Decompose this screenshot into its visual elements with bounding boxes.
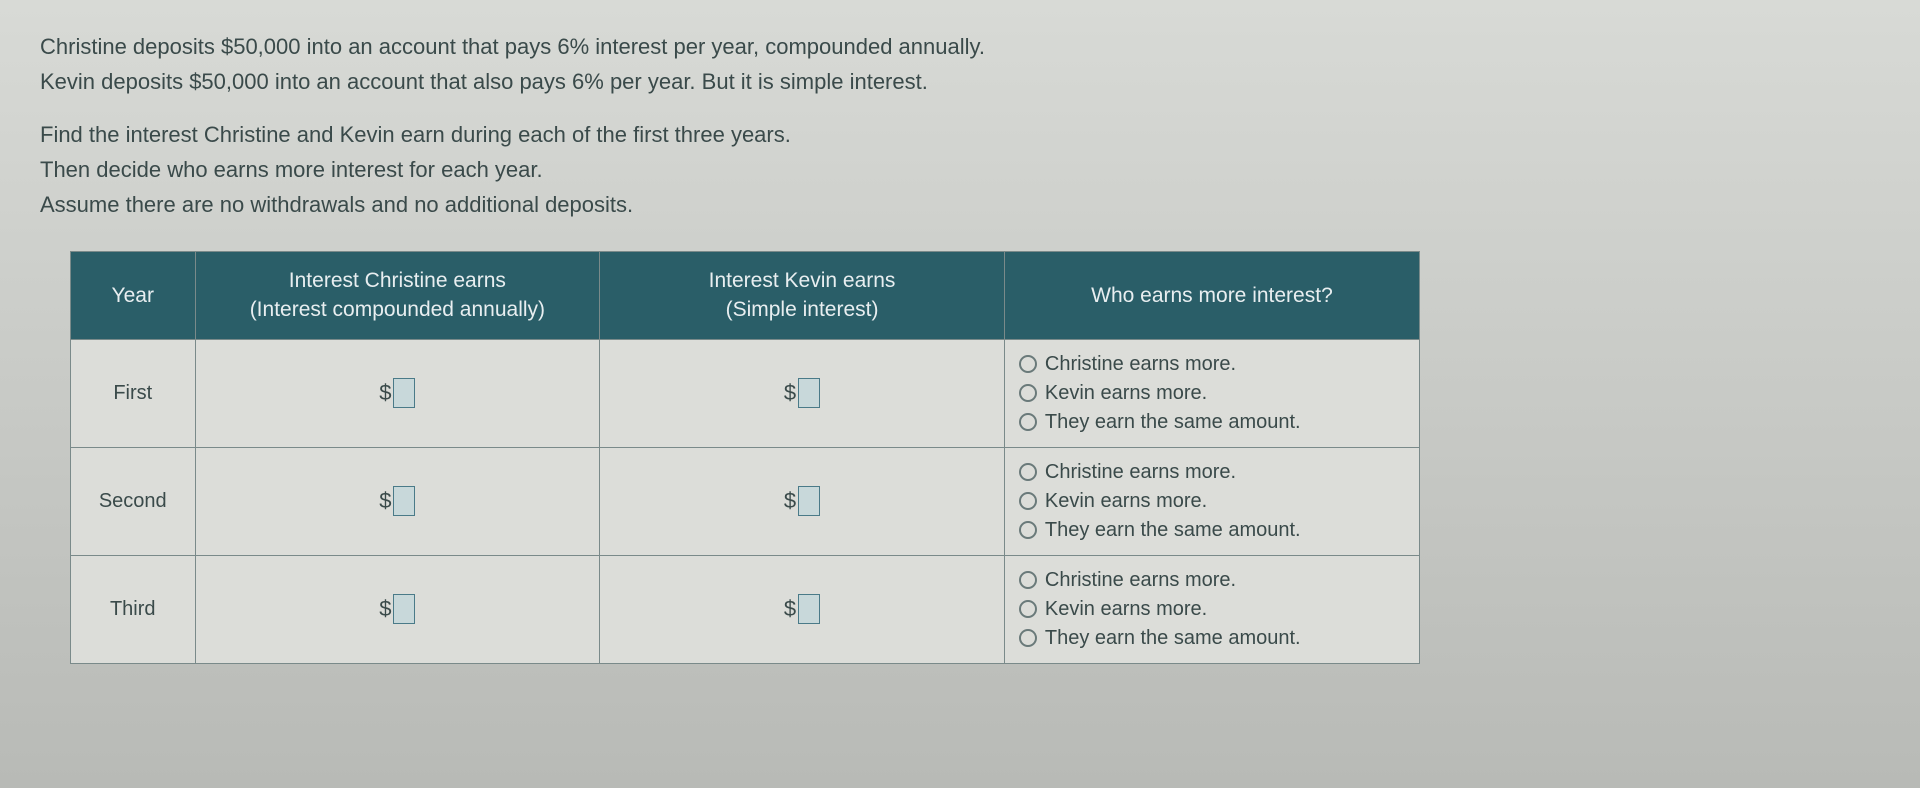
header-christine-line2: (Interest compounded annually) [250, 298, 545, 321]
radio-label: Kevin earns more. [1045, 490, 1207, 513]
header-kevin: Interest Kevin earns (Simple interest) [600, 252, 1005, 340]
kevin-input-box[interactable] [798, 594, 820, 624]
christine-dollar-input[interactable]: $ [379, 594, 415, 624]
table-row: First $ $ Christine earns more. Kevin earns … [71, 339, 1420, 447]
header-kevin-line1: Interest Kevin earns [709, 269, 896, 292]
radio-option[interactable]: Christine earns more. [1019, 350, 1405, 379]
options-cell: Christine earns more. Kevin earns more. Th… [1004, 555, 1419, 663]
christine-input-cell: $ [195, 339, 600, 447]
radio-option[interactable]: Kevin earns more. [1019, 487, 1405, 516]
header-christine-line1: Interest Christine earns [289, 269, 506, 292]
radio-icon[interactable] [1019, 463, 1037, 481]
year-cell: Second [71, 447, 196, 555]
options-cell: Christine earns more. Kevin earns more. Th… [1004, 339, 1419, 447]
radio-icon[interactable] [1019, 521, 1037, 539]
problem-line-5: Assume there are no withdrawals and no a… [40, 188, 1880, 221]
radio-label: Christine earns more. [1045, 461, 1236, 484]
dollar-sign: $ [379, 596, 391, 622]
radio-icon[interactable] [1019, 413, 1037, 431]
interest-table: Year Interest Christine earns (Interest … [70, 251, 1420, 664]
dollar-sign: $ [784, 380, 796, 406]
radio-label: They earn the same amount. [1045, 627, 1301, 650]
options-cell: Christine earns more. Kevin earns more. Th… [1004, 447, 1419, 555]
radio-label: Kevin earns more. [1045, 382, 1207, 405]
header-kevin-line2: (Simple interest) [726, 298, 879, 321]
radio-icon[interactable] [1019, 492, 1037, 510]
radio-icon[interactable] [1019, 629, 1037, 647]
radio-option[interactable]: Kevin earns more. [1019, 379, 1405, 408]
header-who: Who earns more interest? [1004, 252, 1419, 340]
radio-icon[interactable] [1019, 600, 1037, 618]
radio-option[interactable]: Christine earns more. [1019, 458, 1405, 487]
problem-line-1: Christine deposits $50,000 into an accou… [40, 30, 1880, 63]
radio-option[interactable]: Christine earns more. [1019, 566, 1405, 595]
kevin-input-cell: $ [600, 339, 1005, 447]
radio-option[interactable]: They earn the same amount. [1019, 624, 1405, 653]
radio-label: They earn the same amount. [1045, 519, 1301, 542]
radio-label: Kevin earns more. [1045, 598, 1207, 621]
radio-option[interactable]: They earn the same amount. [1019, 516, 1405, 545]
christine-input-box[interactable] [393, 378, 415, 408]
problem-line-3: Find the interest Christine and Kevin ea… [40, 118, 1880, 151]
christine-input-box[interactable] [393, 594, 415, 624]
problem-line-4: Then decide who earns more interest for … [40, 153, 1880, 186]
radio-icon[interactable] [1019, 355, 1037, 373]
table-body: First $ $ Christine earns more. Kevin earns … [71, 339, 1420, 663]
table-row: Third $ $ Christine earns more. Kevin earns … [71, 555, 1420, 663]
year-cell: First [71, 339, 196, 447]
christine-input-box[interactable] [393, 486, 415, 516]
header-christine: Interest Christine earns (Interest compo… [195, 252, 600, 340]
radio-label: They earn the same amount. [1045, 411, 1301, 434]
dollar-sign: $ [379, 488, 391, 514]
christine-dollar-input[interactable]: $ [379, 378, 415, 408]
kevin-dollar-input[interactable]: $ [784, 594, 820, 624]
radio-option[interactable]: They earn the same amount. [1019, 408, 1405, 437]
kevin-input-cell: $ [600, 447, 1005, 555]
radio-label: Christine earns more. [1045, 353, 1236, 376]
radio-option[interactable]: Kevin earns more. [1019, 595, 1405, 624]
kevin-dollar-input[interactable]: $ [784, 486, 820, 516]
dollar-sign: $ [379, 380, 391, 406]
radio-icon[interactable] [1019, 571, 1037, 589]
year-cell: Third [71, 555, 196, 663]
kevin-input-box[interactable] [798, 486, 820, 516]
dollar-sign: $ [784, 596, 796, 622]
radio-icon[interactable] [1019, 384, 1037, 402]
christine-input-cell: $ [195, 555, 600, 663]
kevin-input-cell: $ [600, 555, 1005, 663]
header-year: Year [71, 252, 196, 340]
dollar-sign: $ [784, 488, 796, 514]
problem-statement: Christine deposits $50,000 into an accou… [40, 30, 1880, 221]
kevin-input-box[interactable] [798, 378, 820, 408]
christine-input-cell: $ [195, 447, 600, 555]
kevin-dollar-input[interactable]: $ [784, 378, 820, 408]
problem-line-2: Kevin deposits $50,000 into an account t… [40, 65, 1880, 98]
table-row: Second $ $ Christine earns more. Kevin earns… [71, 447, 1420, 555]
christine-dollar-input[interactable]: $ [379, 486, 415, 516]
radio-label: Christine earns more. [1045, 569, 1236, 592]
